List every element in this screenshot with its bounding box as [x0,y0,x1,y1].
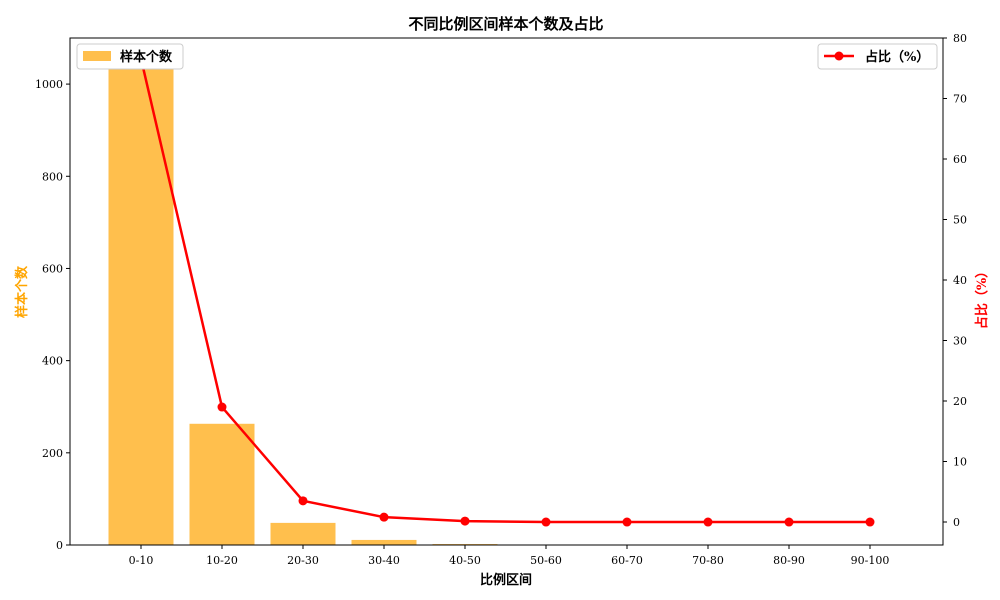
x-tick-label: 30-40 [368,554,400,567]
y-right-tick-label: 50 [953,214,967,227]
line-point [865,517,875,527]
y-left-axis-title: 样本个数 [14,265,30,318]
y-left-tick-label: 200 [42,447,63,460]
y-right-tick-label: 30 [953,335,967,348]
x-tick-label: 40-50 [449,554,481,567]
legend-line-marker [834,51,844,61]
y-left-tick-label: 0 [56,539,63,552]
legend-frame [76,43,184,70]
line-point [460,516,470,526]
bars-layer [108,55,498,545]
line-series [139,58,870,524]
x-tick-label: 20-30 [287,554,319,567]
y-right-tick-label: 20 [953,395,967,408]
x-tick-label: 90-100 [851,554,890,567]
y-left-tick-label: 800 [42,170,63,183]
x-tick-label: 50-60 [530,554,562,567]
bar [189,423,255,545]
y-right-tick-label: 0 [953,516,960,529]
line-point [379,512,389,522]
bar [108,55,174,545]
line-point [703,517,713,527]
x-tick-label: 10-20 [206,554,238,567]
y-left-tick-label: 1000 [35,78,63,91]
legend-bar-label: 样本个数 [120,49,173,65]
y-right-tick-label: 10 [953,456,967,469]
chart-title: 不同比例区间样本个数及占比 [408,15,603,33]
y-right-tick-label: 70 [953,93,967,106]
legend-line: 占比（%） [817,43,938,70]
line-point [217,402,227,412]
line-point [784,517,794,527]
x-tick-label: 70-80 [692,554,724,567]
y-right-axis-title: 占比（%） [974,265,990,329]
line-layer [136,54,875,527]
x-tick-label: 0-10 [129,554,154,567]
legend-line-label: 占比（%） [865,49,929,65]
line-point [622,517,632,527]
y-right-tick-label: 80 [953,32,967,45]
y-left-tick-label: 400 [42,355,63,368]
y-right-tick-label: 40 [953,274,967,287]
y-right-tick-label: 60 [953,153,967,166]
line-point [298,496,308,506]
legend-bars: 样本个数 [76,43,184,70]
bar [351,539,417,545]
bar [270,522,336,545]
x-axis-title: 比例区间 [480,572,532,588]
plot-frame [69,37,944,546]
axes-layer: 0 200 400 600 800 1000 0 10 20 30 40 50 60 70 80 0-10 10… [35,32,967,567]
x-tick-label: 80-90 [773,554,805,567]
y-left-tick-label: 600 [42,262,63,275]
legend-frame [817,43,938,70]
legend-bar-swatch [83,51,111,61]
line-point [541,517,551,527]
x-tick-label: 60-70 [611,554,643,567]
